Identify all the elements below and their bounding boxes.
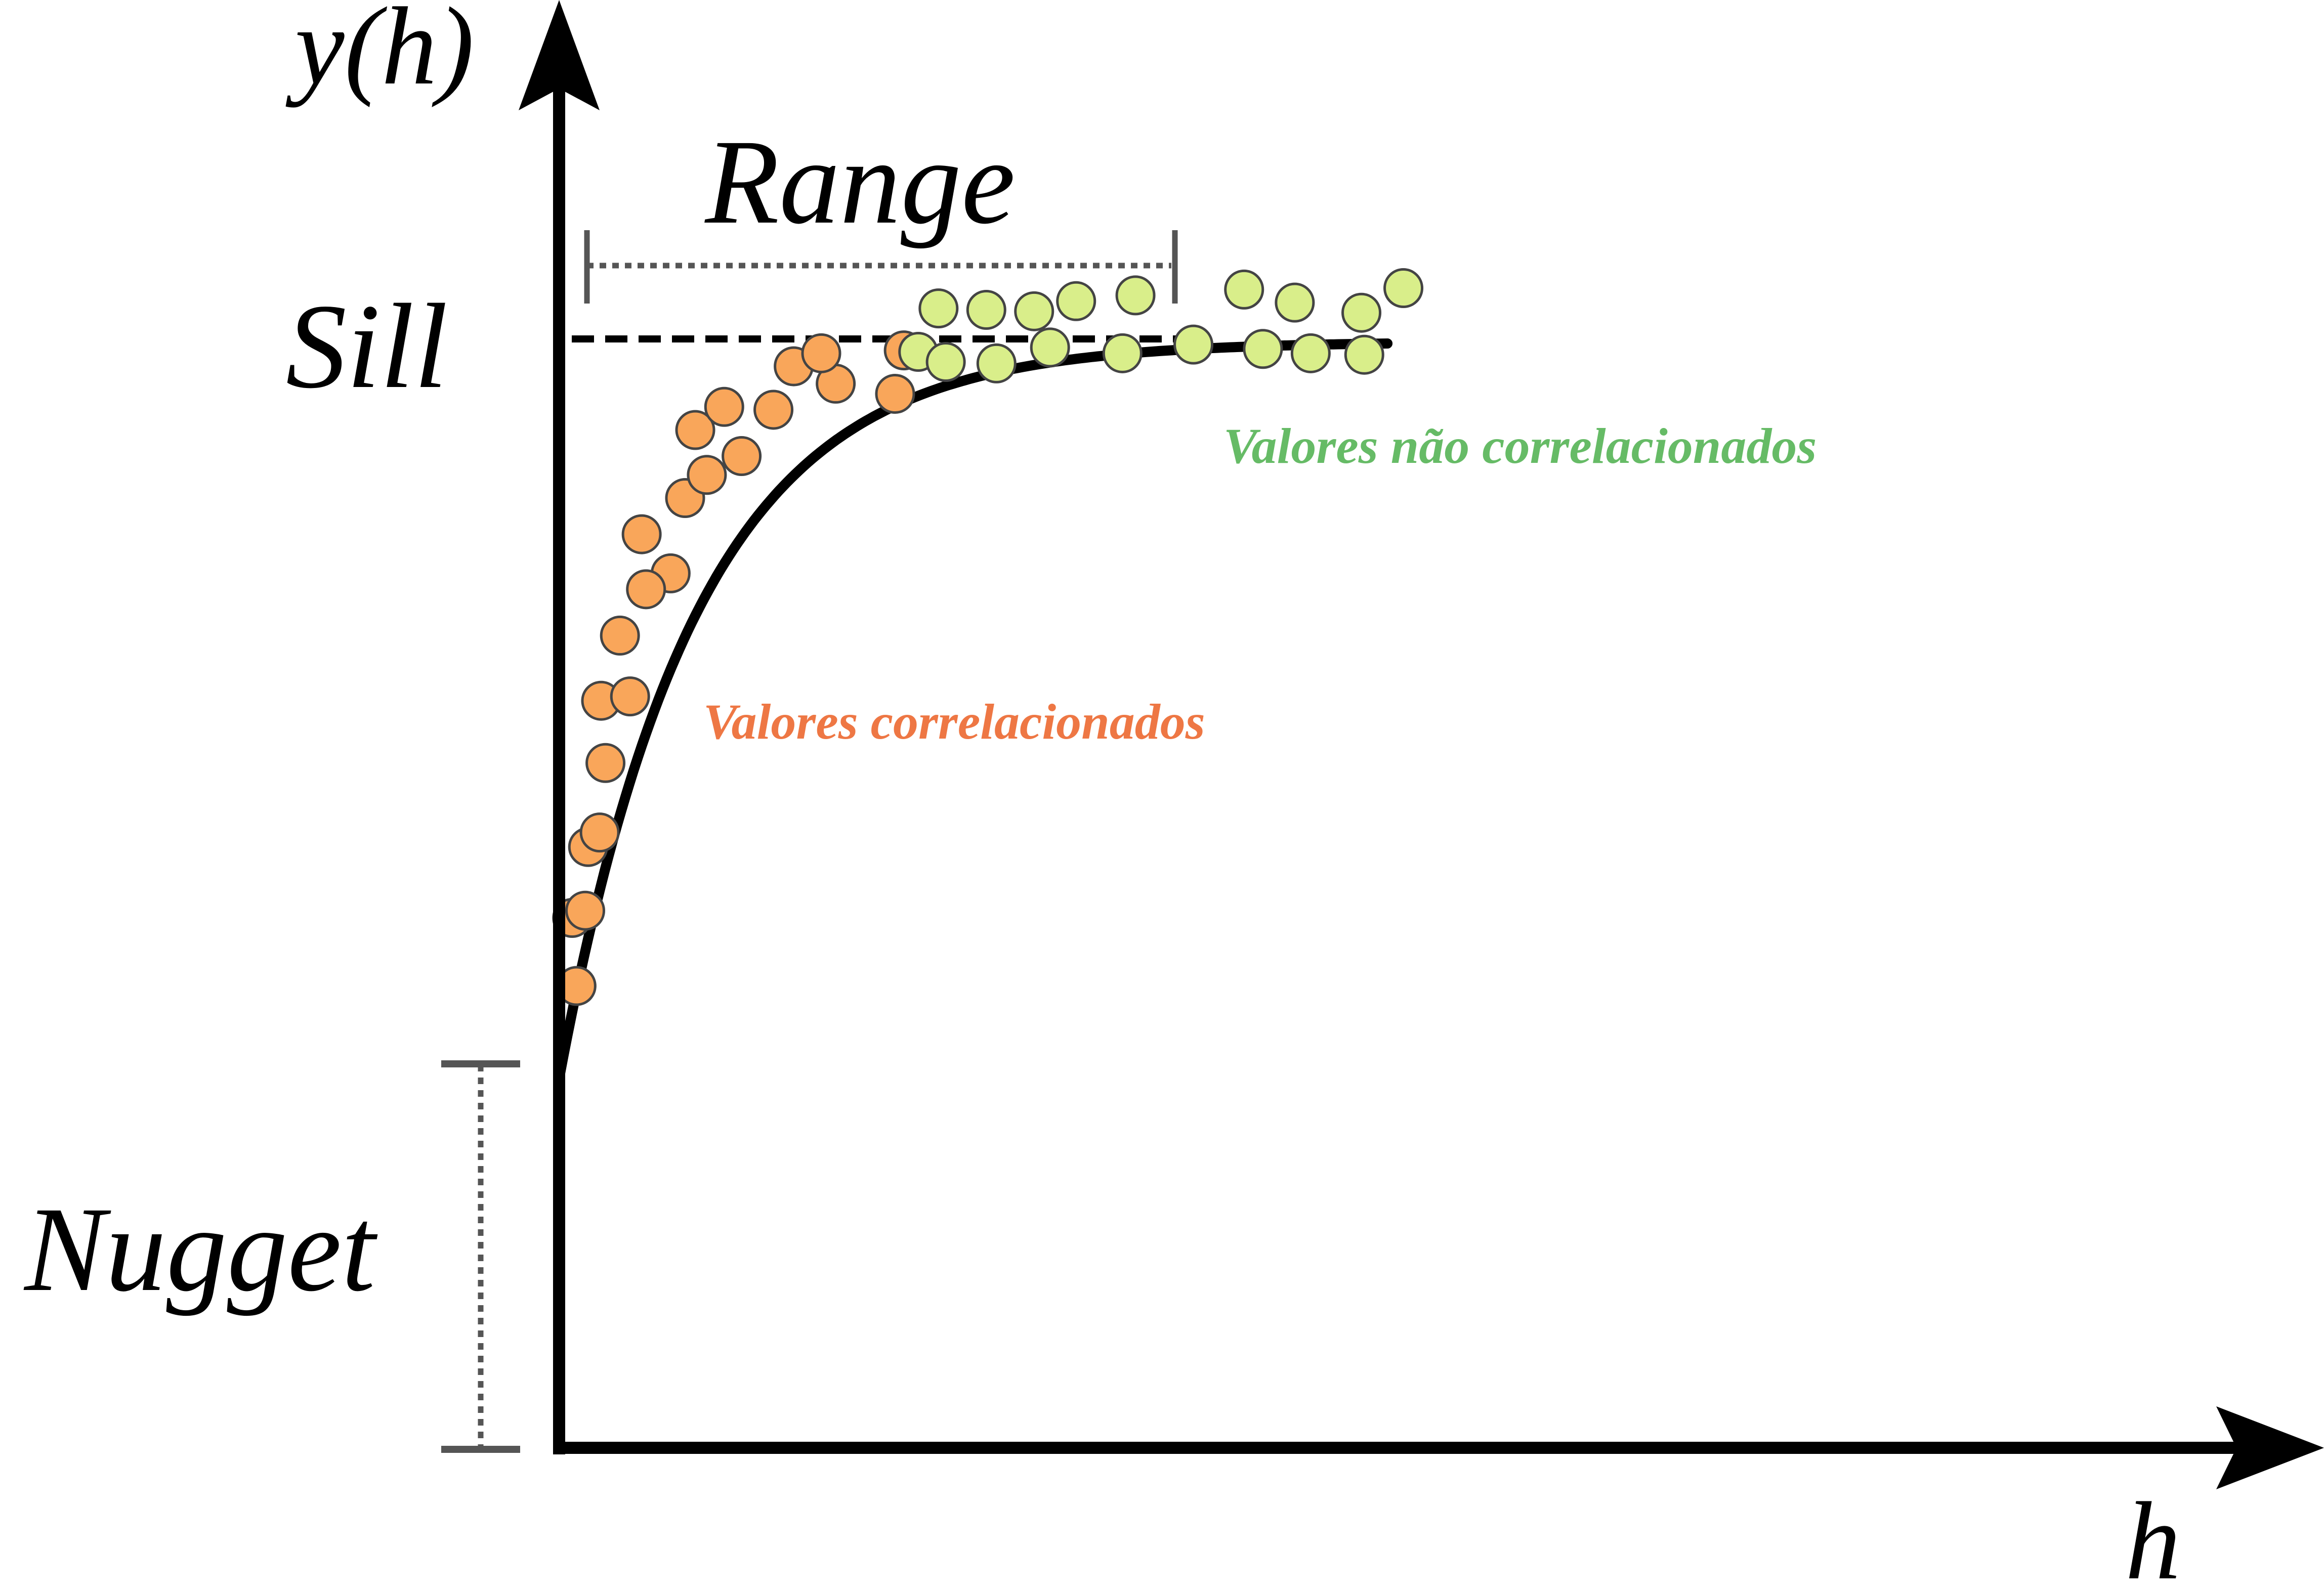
correlated-point xyxy=(621,514,662,554)
uncorrelated-point xyxy=(1341,292,1382,333)
uncorrelated-point xyxy=(976,343,1017,383)
y-axis xyxy=(519,0,600,1454)
uncorrelated-point xyxy=(1056,281,1096,321)
uncorrelated-point xyxy=(1290,333,1331,373)
uncorrelated-point xyxy=(1243,329,1283,369)
correlated-point xyxy=(675,410,715,450)
uncorrelated-point xyxy=(966,289,1006,330)
correlated-point xyxy=(704,386,744,427)
sill-label: Sill xyxy=(286,279,448,413)
correlated-point xyxy=(687,455,727,495)
y-axis-label: y(h) xyxy=(285,0,474,108)
uncorrelated-point xyxy=(918,288,959,329)
uncorrelated-point xyxy=(1173,324,1214,365)
correlated-point xyxy=(579,812,620,853)
correlated-point xyxy=(600,615,640,656)
correlated-point xyxy=(610,676,650,717)
uncorrelated-point xyxy=(1102,333,1143,373)
uncorrelated-values-label: Valores não correlacionados xyxy=(1223,418,1816,474)
correlated-point xyxy=(753,390,794,430)
correlated-point xyxy=(585,743,626,783)
uncorrelated-point xyxy=(1115,275,1156,316)
uncorrelated-point xyxy=(1275,282,1315,323)
correlated-points xyxy=(552,330,924,1006)
range-bracket xyxy=(584,230,1178,304)
uncorrelated-point xyxy=(1014,291,1054,331)
x-axis-label: h xyxy=(2125,1479,2181,1592)
correlated-point xyxy=(626,569,666,610)
uncorrelated-point xyxy=(1383,268,1424,309)
correlated-point xyxy=(722,436,762,477)
uncorrelated-point xyxy=(1030,327,1070,368)
correlated-point xyxy=(565,890,606,931)
uncorrelated-points xyxy=(898,268,1424,383)
x-axis-arrowhead xyxy=(2216,1406,2324,1489)
uncorrelated-point xyxy=(1344,334,1384,375)
x-axis xyxy=(553,1406,2324,1489)
correlated-point xyxy=(875,373,915,414)
correlated-values-label: Valores correlacionados xyxy=(703,694,1205,750)
nugget-bracket xyxy=(441,1060,520,1453)
uncorrelated-point xyxy=(925,342,966,382)
y-axis-arrowhead xyxy=(519,0,600,110)
uncorrelated-point xyxy=(1224,269,1264,310)
range-label: Range xyxy=(704,114,1015,249)
correlated-point xyxy=(801,333,841,373)
nugget-label: Nugget xyxy=(23,1182,378,1316)
